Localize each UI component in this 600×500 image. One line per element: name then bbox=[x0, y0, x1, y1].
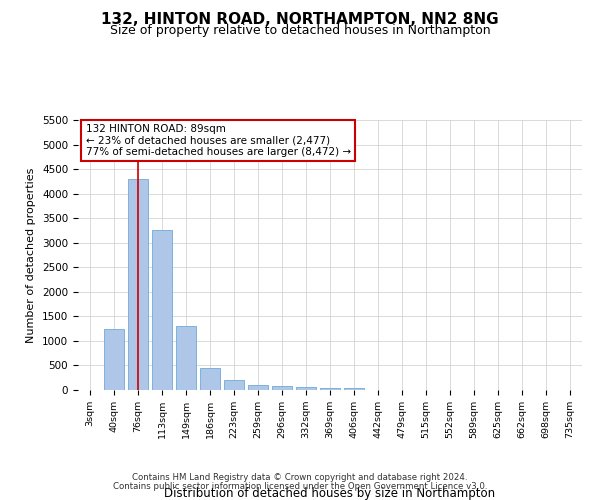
Bar bbox=[128, 179, 148, 390]
Bar bbox=[272, 386, 292, 390]
Bar bbox=[104, 328, 124, 390]
Bar bbox=[224, 380, 244, 390]
Bar bbox=[320, 388, 340, 390]
Text: Contains public sector information licensed under the Open Government Licence v3: Contains public sector information licen… bbox=[113, 482, 487, 491]
Text: 132, HINTON ROAD, NORTHAMPTON, NN2 8NG: 132, HINTON ROAD, NORTHAMPTON, NN2 8NG bbox=[101, 12, 499, 28]
Bar bbox=[200, 368, 220, 390]
Y-axis label: Number of detached properties: Number of detached properties bbox=[26, 168, 37, 342]
Text: 132 HINTON ROAD: 89sqm
← 23% of detached houses are smaller (2,477)
77% of semi-: 132 HINTON ROAD: 89sqm ← 23% of detached… bbox=[86, 124, 350, 157]
Bar bbox=[176, 326, 196, 390]
Bar bbox=[344, 388, 364, 390]
Bar bbox=[296, 388, 316, 390]
Bar bbox=[152, 230, 172, 390]
Bar bbox=[248, 385, 268, 390]
Text: Contains HM Land Registry data © Crown copyright and database right 2024.: Contains HM Land Registry data © Crown c… bbox=[132, 472, 468, 482]
X-axis label: Distribution of detached houses by size in Northampton: Distribution of detached houses by size … bbox=[164, 487, 496, 500]
Text: Size of property relative to detached houses in Northampton: Size of property relative to detached ho… bbox=[110, 24, 490, 37]
